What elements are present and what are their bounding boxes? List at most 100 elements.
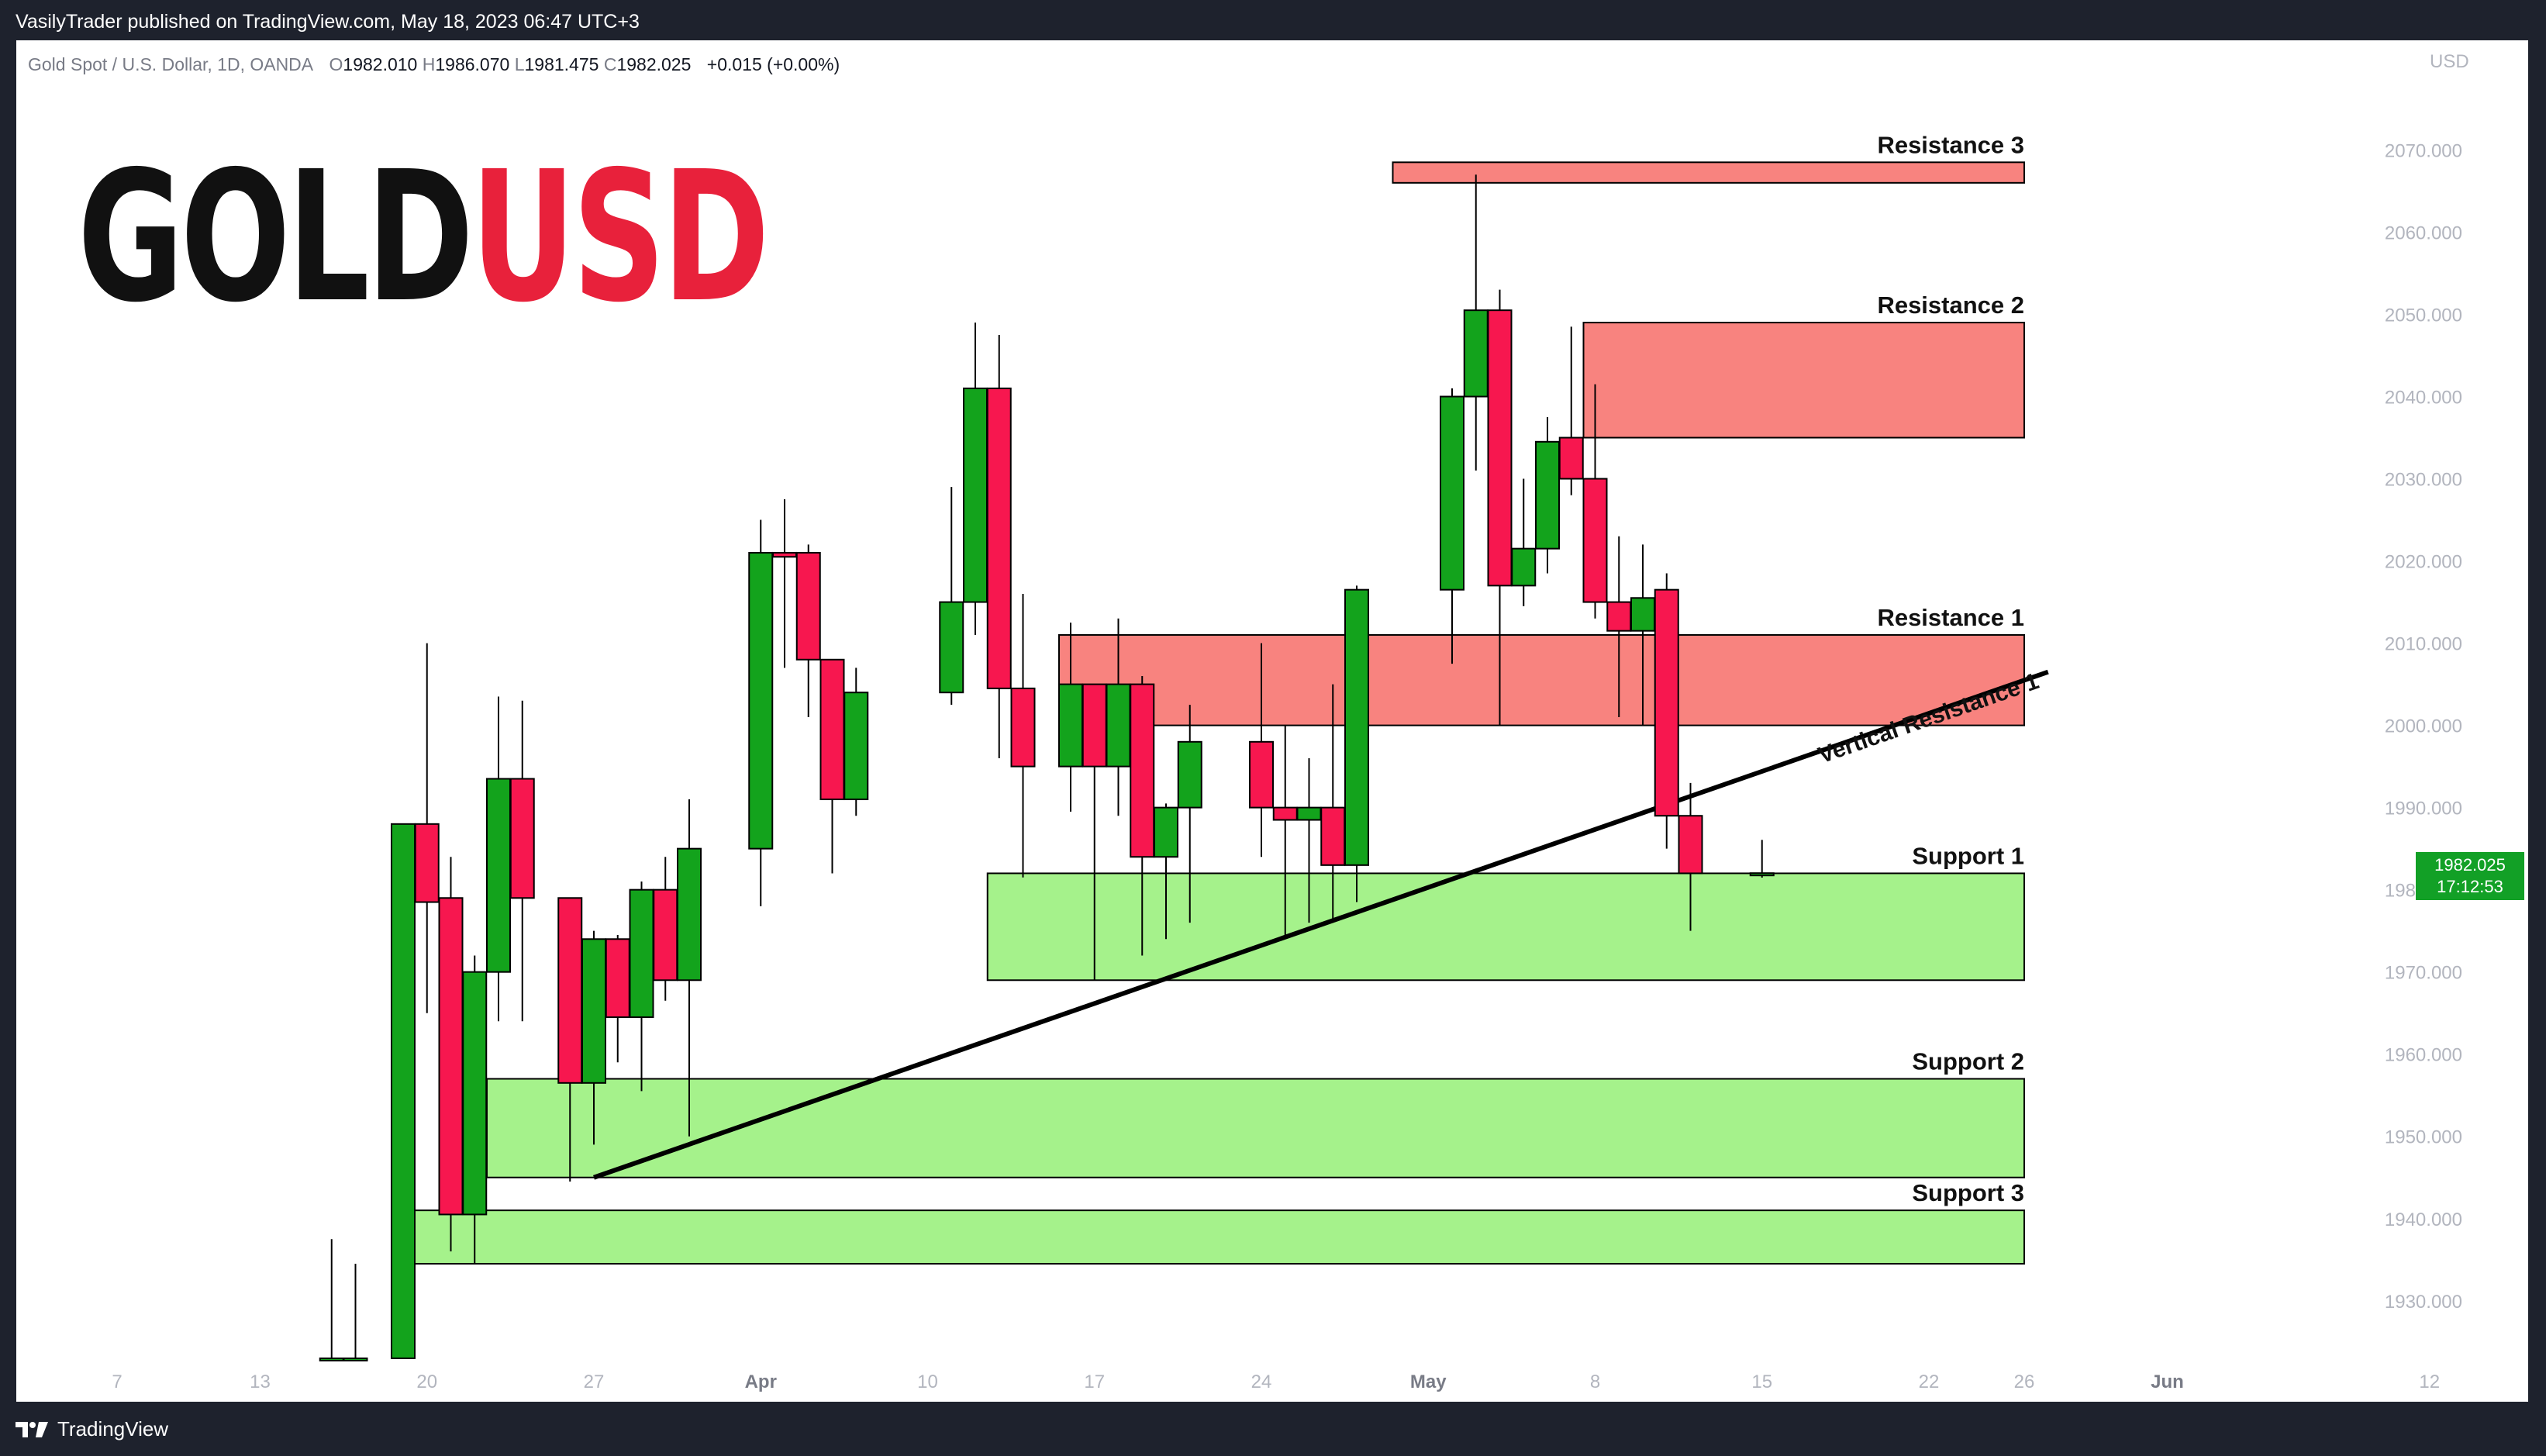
zone-support-3: [986, 872, 2025, 982]
zone-label-1: Resistance 2: [1877, 292, 2024, 319]
time-tick-label: Jun: [2151, 1371, 2184, 1392]
candle: [414, 643, 440, 1013]
candle: [1606, 536, 1632, 717]
candle-body: [1749, 872, 1775, 877]
zone-resistance-1: [1582, 322, 2025, 439]
candle: [1010, 593, 1036, 878]
candle: [1440, 388, 1464, 664]
time-tick-label: Apr: [745, 1371, 777, 1392]
candle: [486, 696, 511, 1022]
candle: [605, 934, 630, 1063]
time-tick-label: 27: [584, 1371, 605, 1392]
zone-label-4: Support 2: [1912, 1048, 2024, 1075]
price-tick-label: 2030.000: [2385, 470, 2462, 491]
price-tick-label: 2000.000: [2385, 716, 2462, 737]
candle: [462, 955, 488, 1265]
candle-body: [1249, 740, 1274, 809]
zone-resistance-0: [1392, 161, 2025, 184]
symbol-label: Gold Spot / U.S. Dollar, 1D, OANDA: [28, 54, 314, 74]
candle-body: [843, 692, 869, 801]
candle: [986, 334, 1012, 759]
candle-body: [605, 938, 630, 1018]
price-tick-label: 1990.000: [2385, 799, 2462, 819]
candle-body: [1154, 806, 1178, 858]
candle: [1154, 803, 1178, 940]
price-tick-label: 2040.000: [2385, 388, 2462, 409]
candle: [1296, 758, 1322, 923]
time-axis: 7 13 20 27 Apr 10 17 24 May 8 15 22 26 Jun 12: [112, 1371, 2440, 1392]
candle-body: [939, 601, 964, 694]
candle: [963, 323, 988, 635]
candle-body: [1272, 806, 1298, 821]
zone-labels-layer: Resistance 3 Resistance 2 Resistance 1 Supp…: [1877, 131, 2024, 1206]
zone-label-5: Support 3: [1912, 1179, 2024, 1206]
candle: [1630, 544, 1655, 726]
time-tick-label: 13: [250, 1371, 271, 1392]
open-value: 1982.010: [343, 54, 418, 74]
price-tick-label: 1960.000: [2385, 1045, 2462, 1066]
candle-body: [1511, 547, 1537, 587]
time-tick-label: 20: [416, 1371, 437, 1392]
top-bar: VasilyTrader published on TradingView.co…: [0, 0, 2546, 40]
trendline: [593, 669, 2049, 1180]
candle-body: [963, 387, 988, 603]
candle: [1130, 675, 1155, 956]
candle-body: [319, 1358, 344, 1361]
candle-body: [462, 971, 488, 1216]
candle: [1511, 478, 1537, 606]
tradingview-brand-name: TradingView: [57, 1417, 169, 1440]
candlestick-chart[interactable]: Vertical Resistance 1 Resistance 3Resist…: [16, 40, 2528, 1402]
high-label: H: [422, 54, 436, 74]
time-tick-label: 22: [1919, 1371, 1940, 1392]
price-tick-label: 1970.000: [2385, 963, 2462, 984]
tradingview-logo-icon: [16, 1421, 48, 1437]
candle: [677, 799, 702, 1137]
change-value: +0.015 (+0.00%): [706, 54, 840, 74]
tradingview-brand[interactable]: TradingView: [16, 1417, 168, 1441]
ohlc-legend: Gold Spot / U.S. Dollar, 1D, OANDA O1982…: [28, 54, 840, 75]
candle: [319, 1239, 344, 1361]
candle: [1177, 705, 1202, 923]
candle-body: [1320, 806, 1346, 866]
zone-label-2: Resistance 1: [1877, 604, 2024, 631]
candle-body: [1296, 806, 1322, 821]
candle-body: [391, 823, 416, 1359]
candle-body: [1654, 588, 1679, 817]
candle: [843, 668, 869, 816]
zone-support-5: [391, 1209, 2025, 1265]
candles-layer: [319, 174, 1775, 1361]
candle-body: [438, 897, 464, 1216]
candle-body: [1558, 436, 1584, 480]
candle: [1487, 289, 1513, 726]
candle-body: [1582, 478, 1608, 603]
zone-label-0: Resistance 3: [1877, 131, 2024, 158]
close-value: 1982.025: [616, 54, 692, 74]
candle: [1082, 683, 1107, 981]
candle: [939, 487, 964, 706]
low-label: L: [514, 54, 525, 74]
candle-body: [1344, 588, 1369, 866]
price-tick-label: 1930.000: [2385, 1292, 2462, 1313]
candle-body: [1010, 687, 1036, 768]
time-tick-label: May: [1410, 1371, 1447, 1392]
zone-label-3: Support 1: [1912, 842, 2024, 869]
candle: [653, 857, 678, 1001]
candle-body: [1606, 601, 1632, 632]
candle: [1749, 840, 1775, 878]
title-part-usd: USD: [470, 133, 770, 342]
price-tick-label: 2070.000: [2385, 140, 2462, 161]
time-tick-label: 8: [1590, 1371, 1600, 1392]
time-tick-label: 26: [2014, 1371, 2035, 1392]
last-price-tag: 1982.025 17:12:53: [2416, 852, 2524, 900]
time-tick-label: 7: [112, 1371, 122, 1392]
candle-body: [1058, 683, 1083, 768]
candle: [772, 499, 797, 668]
candle-body: [1535, 440, 1560, 550]
currency-label[interactable]: USD: [2430, 51, 2469, 72]
candle: [438, 857, 464, 1252]
candle: [629, 882, 654, 1092]
countdown-value: 17:12:53: [2437, 877, 2503, 896]
zones-layer: [391, 161, 2025, 1265]
candle-body: [748, 551, 774, 850]
time-tick-label: 24: [1251, 1371, 1272, 1392]
